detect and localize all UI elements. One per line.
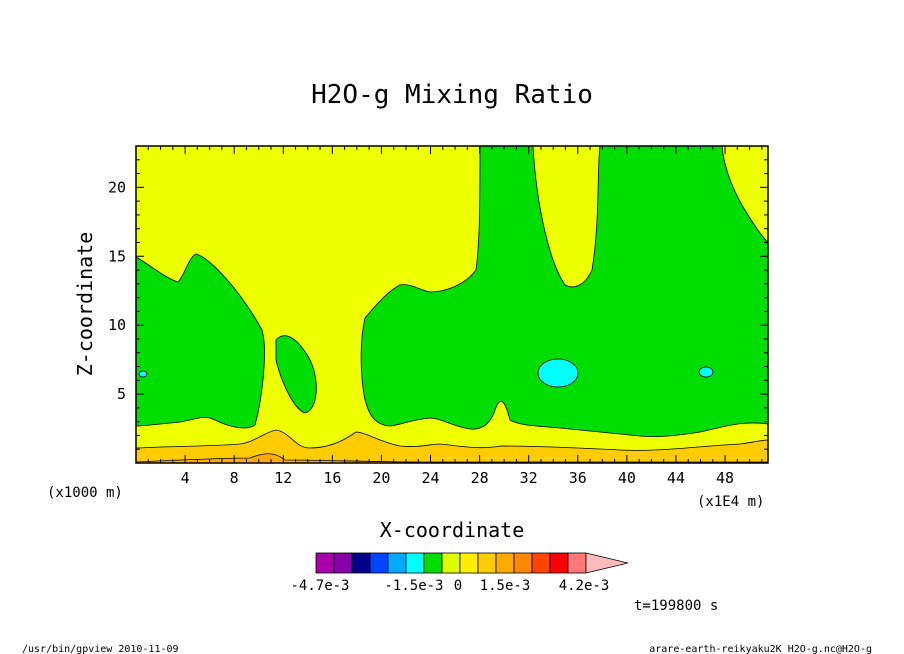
contour-green-lens: [275, 335, 317, 414]
y-tick-label: 20: [108, 178, 126, 196]
contour-orange-band: [136, 429, 768, 463]
x-tick-label: 20: [372, 469, 390, 487]
colorbar-labels: -4.7e-3 -1.5e-3 0 1.5e-3 4.2e-3: [290, 578, 609, 594]
colorbar-swatch: [459, 552, 479, 574]
colorbar-swatch: [513, 552, 533, 574]
x-tick-label: 12: [274, 469, 292, 487]
x-tick-label: 44: [667, 469, 685, 487]
colorbar-tick-label: 4.2e-3: [559, 578, 610, 594]
colorbar-swatch: [477, 552, 497, 574]
x-tick-label: 32: [520, 469, 538, 487]
contour-cyan-pocket: [698, 366, 714, 378]
time-label: t=199800 s: [634, 598, 718, 614]
colorbar-tick-label: 1.5e-3: [480, 578, 531, 594]
colorbar-swatch: [567, 552, 587, 574]
colorbar-tick-label: -1.5e-3: [384, 578, 443, 594]
colorbar-swatch: [495, 552, 515, 574]
colorbar-swatch: [351, 552, 371, 574]
x-unit-label: (x1000 m): [47, 485, 123, 501]
colorbar-swatch: [549, 552, 569, 574]
contour-green-left: [136, 253, 265, 429]
footer-left: /usr/bin/gpview 2010-11-09: [22, 644, 179, 654]
x-tick-label: 28: [471, 469, 489, 487]
colorbar-swatch: [369, 552, 389, 574]
contour-cyan-pocket: [138, 370, 148, 378]
contour-green-main: [360, 146, 768, 438]
x-scale-label: (x1E4 m): [697, 494, 764, 510]
contour-field: [136, 146, 768, 463]
y-tick-label: 15: [108, 247, 126, 265]
colorbar-swatch: [333, 552, 353, 574]
x-tick-label: 8: [230, 469, 239, 487]
plot-frame: [135, 145, 769, 464]
colorbar-swatch: [423, 552, 443, 574]
x-tick-label: 48: [716, 469, 734, 487]
colorbar-tick-label: 0: [454, 578, 462, 594]
y-tick-label: 5: [117, 385, 126, 403]
colorbar-swatch: [531, 552, 551, 574]
y-tick-label: 10: [108, 316, 126, 334]
colorbar-swatch: [387, 552, 407, 574]
colorbar-extend-arrow: [585, 552, 629, 574]
colorbar: [315, 552, 629, 574]
x-axis: 4 8 12 16 20 24 28 32 36 40 44 48: [147, 146, 763, 487]
footer-right: arare-earth-reikyaku2K_H2O-g.nc@H2O-g: [649, 644, 872, 654]
y-axis: 5 10 15 20: [108, 159, 768, 450]
x-tick-label: 40: [618, 469, 636, 487]
colorbar-swatch: [441, 552, 461, 574]
x-tick-label: 24: [421, 469, 439, 487]
x-tick-label: 36: [569, 469, 587, 487]
colorbar-swatch: [315, 552, 335, 574]
colorbar-swatch: [405, 552, 425, 574]
chart-title: H2O-g Mixing Ratio: [311, 80, 593, 110]
contour-cyan-pocket: [537, 358, 579, 388]
colorbar-tick-label: -4.7e-3: [290, 578, 349, 594]
y-axis-label: Z-coordinate: [73, 232, 97, 377]
x-axis-label: X-coordinate: [380, 518, 525, 542]
x-tick-label: 4: [181, 469, 190, 487]
x-tick-label: 16: [323, 469, 341, 487]
